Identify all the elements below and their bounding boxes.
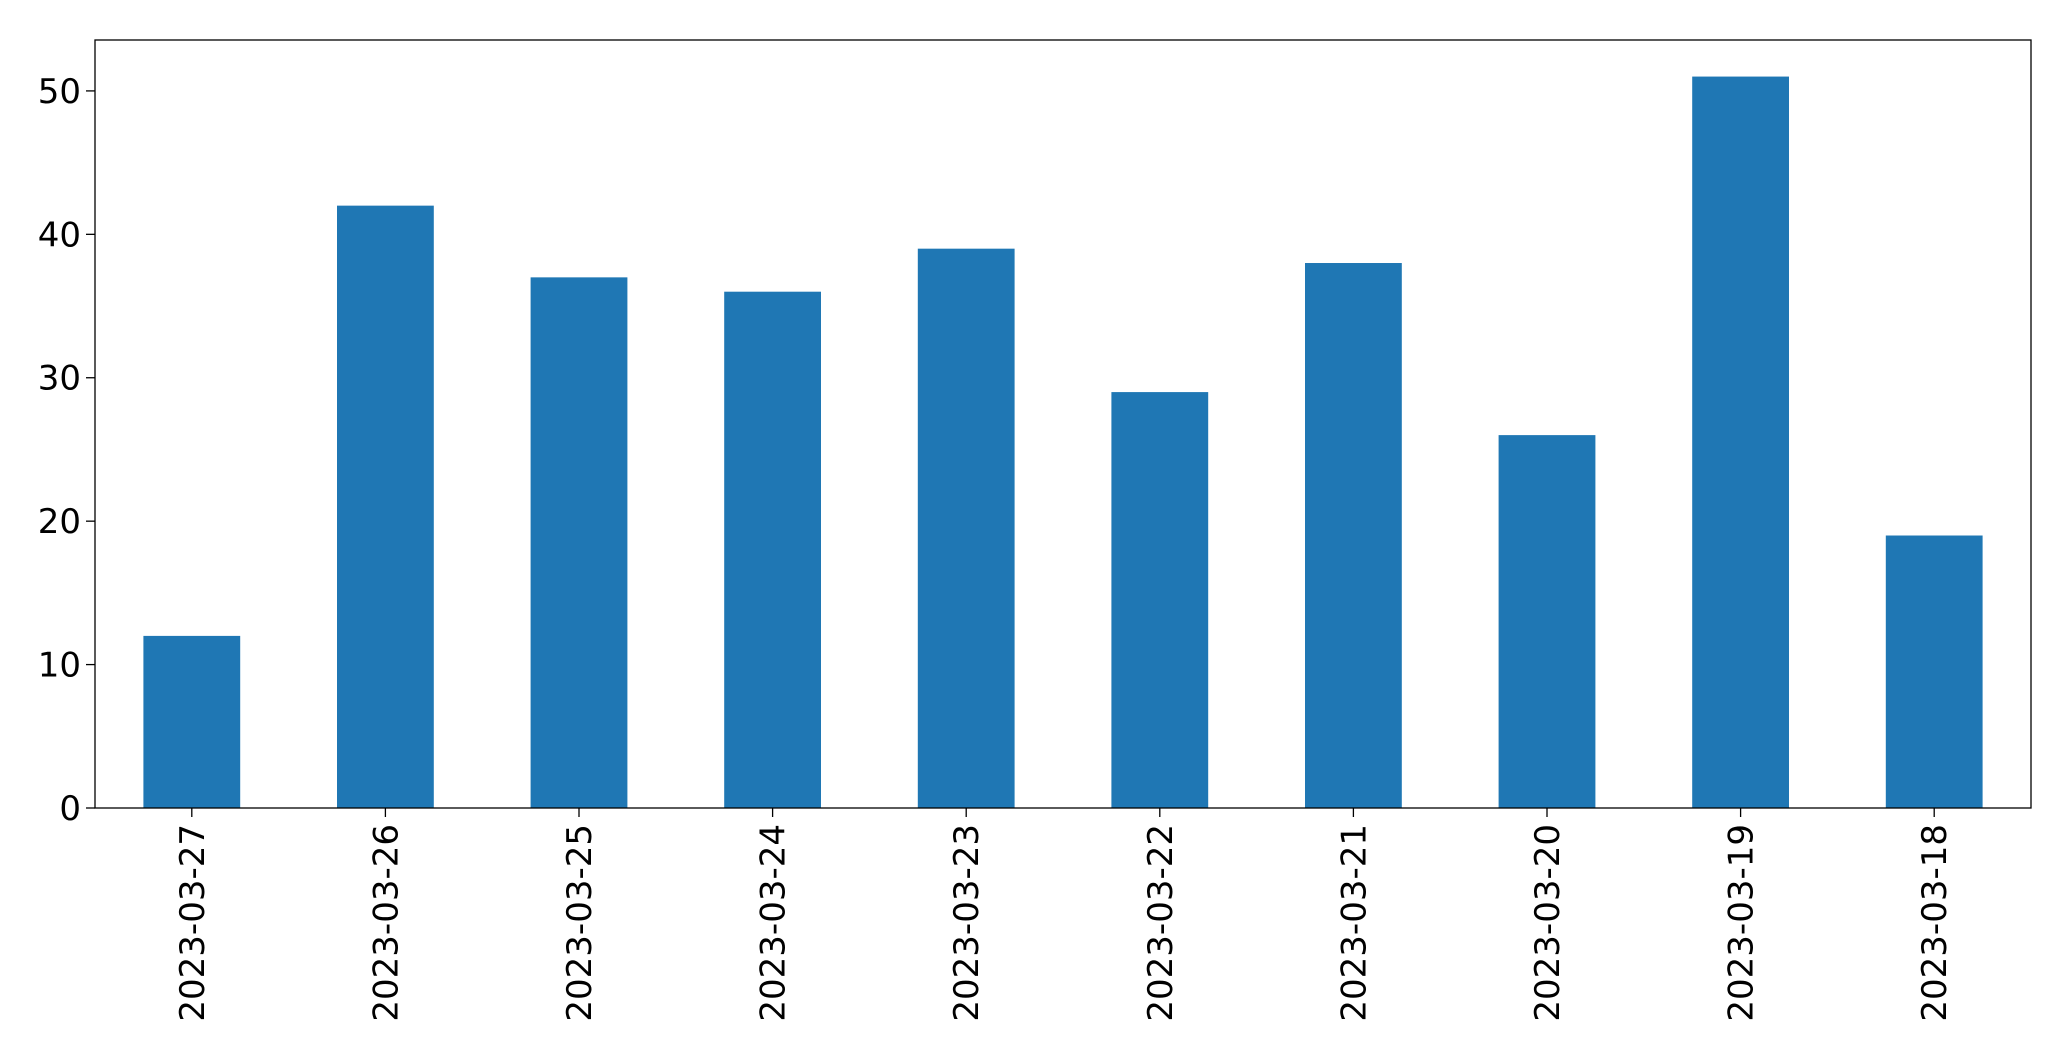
x-tick-label: 2023-03-20 — [1528, 824, 1568, 1022]
x-tick-label: 2023-03-23 — [947, 824, 987, 1022]
bar — [724, 291, 821, 808]
y-tick-label: 30 — [38, 359, 81, 399]
y-tick-label: 20 — [38, 502, 81, 542]
bar — [1305, 263, 1402, 808]
x-tick-label: 2023-03-18 — [1915, 824, 1955, 1022]
x-tick-label: 2023-03-21 — [1334, 824, 1374, 1022]
y-tick-label: 10 — [38, 646, 81, 686]
bar — [1111, 392, 1209, 808]
bar — [337, 205, 434, 808]
plot-frame — [94, 39, 2032, 809]
x-tick-label: 2023-03-22 — [1141, 824, 1181, 1022]
x-tick-label: 2023-03-25 — [560, 824, 600, 1022]
x-tick-label: 2023-03-27 — [173, 824, 213, 1022]
x-tick-label: 2023-03-19 — [1722, 824, 1762, 1022]
y-tick-label: 0 — [59, 789, 81, 829]
bar — [1885, 535, 1983, 808]
bar — [917, 248, 1015, 809]
x-tick-label: 2023-03-26 — [366, 824, 406, 1022]
y-tick-label: 40 — [38, 215, 81, 255]
bar — [530, 277, 628, 809]
x-tick-label: 2023-03-24 — [754, 824, 794, 1022]
bar — [1498, 435, 1596, 808]
bar — [143, 635, 241, 808]
bar — [1692, 76, 1789, 809]
y-tick-label: 50 — [38, 72, 81, 112]
